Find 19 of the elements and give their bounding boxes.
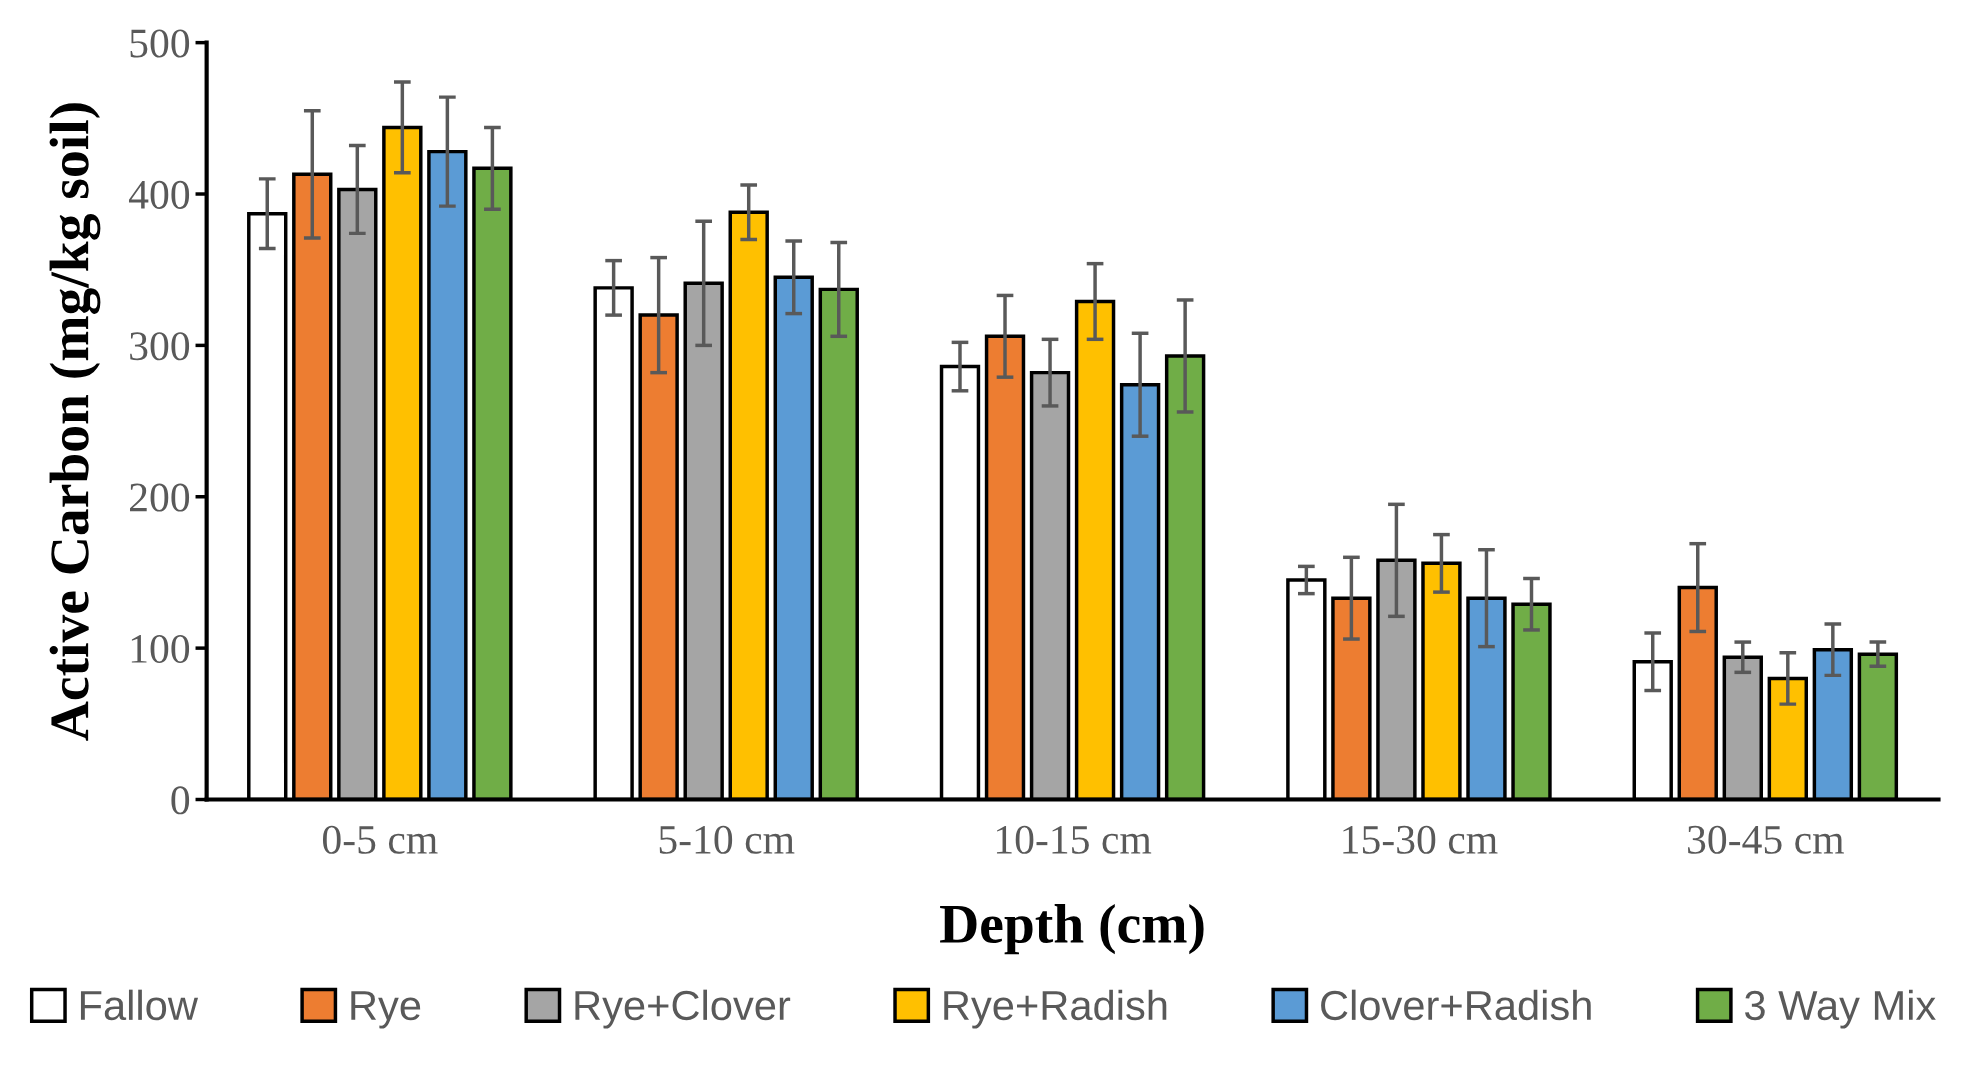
legend-label: Rye+Radish — [944, 989, 1167, 1029]
x-tick-label: 30-45 cm — [1688, 825, 1844, 854]
x-tick-label: 15-30 cm — [1343, 825, 1498, 854]
legend-label: Fallow — [80, 989, 199, 1021]
legend-label: 3 Way Mix — [1745, 989, 1936, 1029]
x-tick-label: 0-5 cm — [322, 825, 438, 854]
y-tick-label: 300 — [130, 332, 190, 361]
legend-label: Rye+Clover — [575, 989, 791, 1029]
y-tick-label: 400 — [128, 180, 190, 209]
y-tick-label: 200 — [130, 483, 190, 512]
y-tick-label: 100 — [131, 634, 190, 663]
y-tick-label: 500 — [130, 29, 190, 58]
x-axis-title: Depth (cm) — [940, 903, 1204, 955]
legend-label: Clover+Radish — [1321, 989, 1591, 1021]
y-tick-label: 0 — [171, 786, 190, 815]
legend-label: Rye — [351, 991, 421, 1029]
x-tick-label: 5-10 cm — [659, 825, 795, 854]
x-tick-label: 10-15 cm — [996, 825, 1152, 854]
y-axis-title: Active Carbon (mg/kg soil) — [49, 103, 101, 741]
